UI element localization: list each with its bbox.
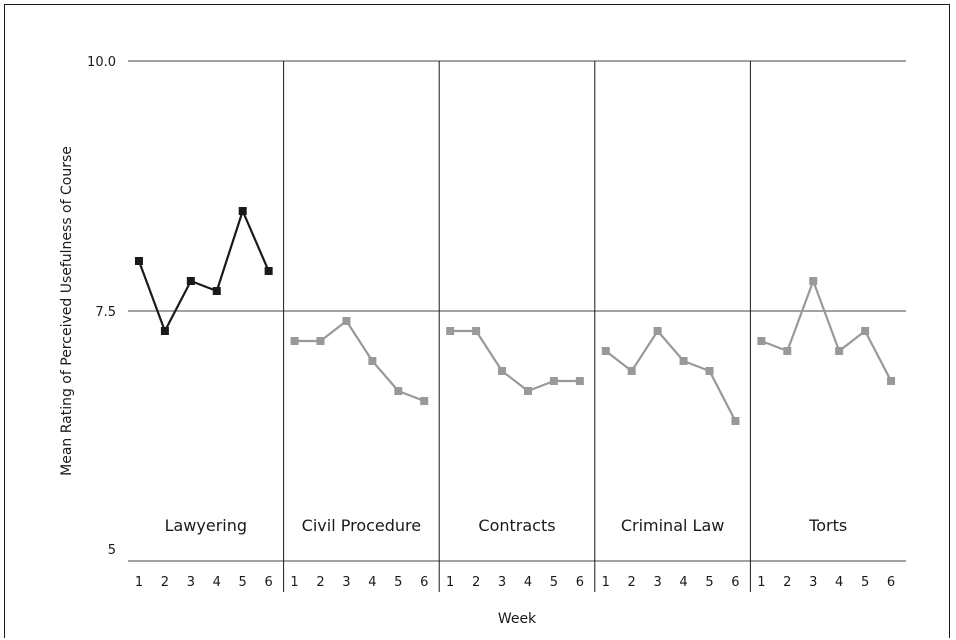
data-point-3-0 <box>601 347 610 355</box>
panel-2: Contracts 1 2 3 4 5 6 <box>438 61 584 592</box>
panel-0: Lawyering 1 2 3 4 5 6 <box>135 207 273 590</box>
x-tick-label-4-4: 5 <box>861 575 869 590</box>
data-point-1-3 <box>368 357 377 365</box>
chart-frame <box>4 4 950 638</box>
data-point-0-0 <box>134 257 143 265</box>
panel-4: Torts 1 2 3 4 5 6 <box>749 61 896 592</box>
panel-3: Criminal Law 1 2 3 4 5 6 <box>594 61 740 592</box>
panel-label-1: Civil Procedure <box>302 516 421 535</box>
panel-1: Civil Procedure 1 2 3 4 5 6 <box>283 61 429 592</box>
x-tick-label-0-3: 4 <box>213 575 221 590</box>
data-point-3-4 <box>705 367 714 375</box>
y-axis-title: Mean Rating of Perceived Usefulness of C… <box>59 146 75 476</box>
x-axis-title: Week <box>498 611 537 627</box>
x-tick-label-4-3: 4 <box>835 575 843 590</box>
x-tick-label-1-4: 5 <box>394 575 402 590</box>
x-tick-label-3-2: 3 <box>653 575 661 590</box>
data-point-4-1 <box>783 347 792 355</box>
data-point-2-1 <box>472 327 481 335</box>
data-point-2-4 <box>549 377 558 385</box>
data-point-0-3 <box>212 287 221 295</box>
data-point-0-5 <box>264 267 273 275</box>
data-point-2-2 <box>498 367 507 375</box>
data-point-1-5 <box>420 397 429 405</box>
x-tick-label-0-0: 1 <box>135 575 143 590</box>
x-tick-label-2-4: 5 <box>550 575 558 590</box>
data-point-4-3 <box>835 347 844 355</box>
y-axis: 5 7.5 10.0 Mean Rating of Perceived Usef… <box>59 55 116 558</box>
y-tick-label-2: 10.0 <box>87 55 116 70</box>
x-tick-label-0-1: 2 <box>161 575 169 590</box>
x-tick-label-0-4: 5 <box>239 575 247 590</box>
x-tick-label-1-5: 6 <box>420 575 428 590</box>
x-tick-label-4-1: 2 <box>783 575 791 590</box>
x-tick-label-3-3: 4 <box>679 575 687 590</box>
data-point-0-1 <box>160 327 169 335</box>
x-tick-label-2-3: 4 <box>524 575 532 590</box>
x-tick-label-2-2: 3 <box>498 575 506 590</box>
panel-label-2: Contracts <box>478 516 555 535</box>
grid-lines <box>128 60 906 562</box>
data-point-3-1 <box>627 367 636 375</box>
data-point-1-0 <box>290 337 299 345</box>
data-point-1-2 <box>342 317 351 325</box>
x-tick-label-3-4: 5 <box>705 575 713 590</box>
x-tick-label-2-1: 2 <box>472 575 480 590</box>
data-point-0-2 <box>186 277 195 285</box>
x-tick-label-3-5: 6 <box>731 575 739 590</box>
data-point-4-0 <box>757 337 766 345</box>
data-point-4-4 <box>861 327 870 335</box>
data-point-1-1 <box>316 337 325 345</box>
x-tick-label-4-5: 6 <box>887 575 895 590</box>
x-tick-label-4-0: 1 <box>757 575 765 590</box>
x-tick-label-3-0: 1 <box>602 575 610 590</box>
x-tick-label-4-2: 3 <box>809 575 817 590</box>
x-tick-label-3-1: 2 <box>628 575 636 590</box>
panel-label-4: Torts <box>808 516 847 535</box>
data-point-3-2 <box>653 327 662 335</box>
data-point-3-5 <box>731 417 740 425</box>
data-point-2-5 <box>575 377 584 385</box>
series-line-0 <box>137 209 270 333</box>
y-tick-label-0: 5 <box>108 543 116 558</box>
y-tick-label-1: 7.5 <box>95 305 116 320</box>
panel-label-3: Criminal Law <box>621 516 725 535</box>
data-point-2-3 <box>523 387 532 395</box>
x-tick-label-1-2: 3 <box>342 575 350 590</box>
data-point-2-0 <box>446 327 455 335</box>
series-line-3 <box>605 329 737 422</box>
data-point-4-5 <box>887 377 896 385</box>
panel-label-0: Lawyering <box>165 516 247 535</box>
x-tick-label-1-0: 1 <box>290 575 298 590</box>
x-tick-label-1-3: 4 <box>368 575 376 590</box>
x-tick-label-1-1: 2 <box>316 575 324 590</box>
series-line-4 <box>760 279 893 382</box>
data-point-0-4 <box>238 207 247 215</box>
x-tick-label-0-5: 6 <box>264 575 272 590</box>
data-point-3-3 <box>679 357 688 365</box>
x-tick-label-0-2: 3 <box>187 575 195 590</box>
x-tick-label-2-5: 6 <box>576 575 584 590</box>
series-line-1 <box>294 319 425 403</box>
x-tick-label-2-0: 1 <box>446 575 454 590</box>
data-point-4-2 <box>809 277 818 285</box>
series-line-2 <box>450 329 580 393</box>
data-point-1-4 <box>394 387 403 395</box>
